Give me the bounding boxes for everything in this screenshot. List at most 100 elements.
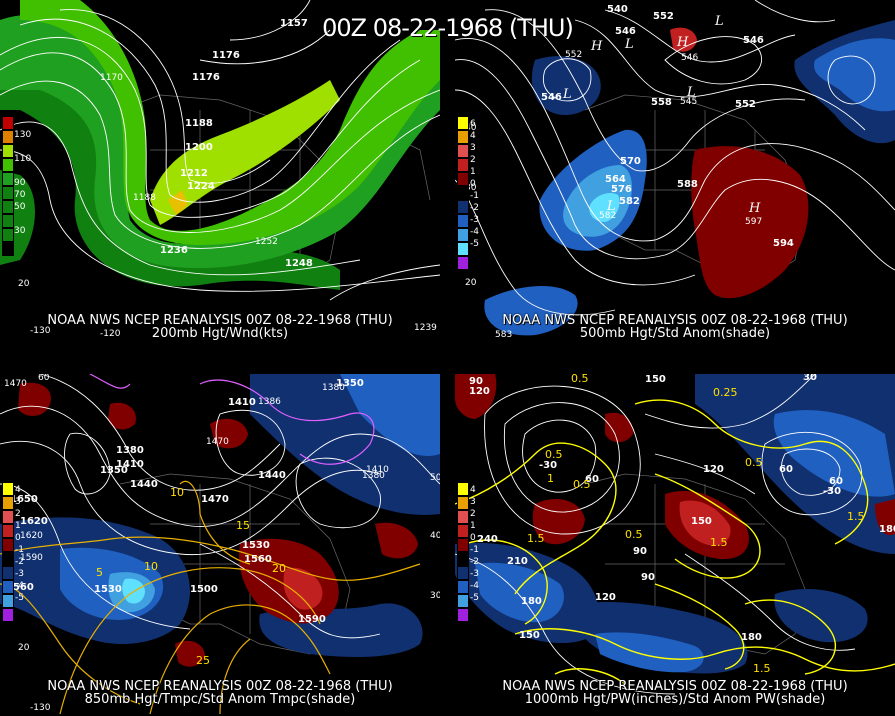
label-180b: 180 [741,632,762,643]
jet-band-inner [20,0,440,245]
caption-line2: 500mb Hgt/Std Anom(shade) [579,326,771,341]
label-1200: 1200 [185,142,213,153]
legend-swatch [457,186,469,200]
legend-label: 4 [470,485,476,495]
legend-label: 0 [15,533,21,543]
label-1188: 1188 [185,118,213,129]
label-60b: 60 [779,464,793,475]
legend-swatch [2,186,14,200]
label-564: 564 [605,174,626,185]
label-1440b: 1440 [130,479,158,490]
label-150c: 150 [519,630,540,641]
legend-swatch [2,496,14,510]
legend-swatch [2,228,14,242]
label-1380: 1380 [322,383,345,393]
pw-neg-se [774,589,868,643]
legend-500mb [457,116,469,270]
anom-pos-east2 [283,567,323,610]
legend-label: -2 [470,557,479,567]
anom-pos-east [691,146,809,299]
legend-label: 1 [470,167,476,177]
anom-pos-north [670,27,697,52]
contour-labels: 1470 60 1320 1350 1380 1410 1386 1470 13… [4,374,440,713]
label-1560b: 1560 [6,582,34,593]
legend-label: 2 [470,509,476,519]
caption-line1: NOAA NWS NCEP REANALYSIS 00Z 08-22-1968 … [502,679,848,694]
legend-label: -3 [470,569,479,579]
svg-text:L: L [686,85,696,100]
label-1170: 1170 [100,73,123,83]
legend-label: -4 [470,581,479,591]
lon-label-130: -130 [30,703,51,713]
label-552: 552 [653,11,674,22]
label-210: 210 [507,556,528,567]
label-120b: 120 [703,464,724,475]
legend-swatch [457,228,469,242]
legend-label: 130 [14,130,32,140]
label-1470: 1470 [4,379,27,389]
pw-pos-center2 [679,500,731,546]
label-1650: 1650 [10,494,38,505]
legend-label: 2 [470,155,476,165]
jet-max [168,190,188,215]
svg-text:L: L [714,14,724,29]
label-neg30b: -30 [823,486,841,497]
label-582-low: 582 [599,211,616,221]
label-1320: 1320 [328,374,356,375]
legend-swatch [457,538,469,552]
pw-pos-nw [455,374,497,419]
anom-neg-ne2 [814,38,895,112]
legend-swatch [2,144,14,158]
anom-neg-nw [531,56,601,115]
legend-labels-500mb: 6 4 3 2 1 0 -1 -2 -3 -4 -5 [470,118,479,250]
svg-text:L: L [562,87,572,102]
legend-label: 110 [14,154,32,164]
anom-pos-nw [18,382,51,416]
label-1560: 1560 [244,554,272,565]
label-1410: 1410 [228,397,256,408]
pw-label-025: 0.25 [713,386,738,399]
height-contours [0,374,440,639]
temp-label-25: 25 [196,654,210,667]
label-1176a: 1176 [212,50,240,61]
lat-label-60: 60 [38,374,50,383]
label-1252: 1252 [255,237,278,247]
label-1470c: 1470 [201,494,229,505]
anom-neg-sw [484,285,578,336]
lat-label-50: 50 [430,473,440,483]
label-240: 240 [477,534,498,545]
legend-label: -5 [470,239,479,249]
label-1620b: 1620 [20,516,48,527]
temp-contours [0,480,421,715]
label-594: 594 [773,238,794,249]
legend-swatch [457,496,469,510]
legend-label: 6 [470,119,476,129]
map-200mb: 1157 1176 1176 1170 1188 1200 1212 1224 … [0,0,440,339]
legend-label: -1 [470,545,479,555]
legend-label: -3 [470,215,479,225]
legend-label: -5 [15,593,24,603]
legend-swatch [2,172,14,186]
lon-label-130: -130 [30,326,51,336]
label-1380c: 1380 [362,471,385,481]
temp-label-5: 5 [96,566,103,579]
caption-line1: NOAA NWS NCEP REANALYSIS 00Z 08-22-1968 … [47,679,393,694]
label-1176b: 1176 [192,72,220,83]
legend-swatch [457,242,469,256]
anom-neg-west3 [589,193,620,222]
legend-swatch [2,200,14,214]
legend-label: 2 [15,509,21,519]
legend-swatch [457,144,469,158]
legend-1000mb [457,482,469,622]
pw-label-15a: 1.5 [527,532,545,545]
pw-pos-e [875,499,895,536]
legend-swatch [2,482,14,496]
lat-label-20: 20 [18,643,30,653]
legend-label: 3 [15,497,21,507]
legend-label: -4 [470,227,479,237]
anom-pos-ctr [210,418,248,449]
legend-swatch [2,130,14,144]
lon-label-120: -120 [100,329,121,339]
label-60: 60 [585,474,599,485]
cold-temp-contours [89,374,375,465]
